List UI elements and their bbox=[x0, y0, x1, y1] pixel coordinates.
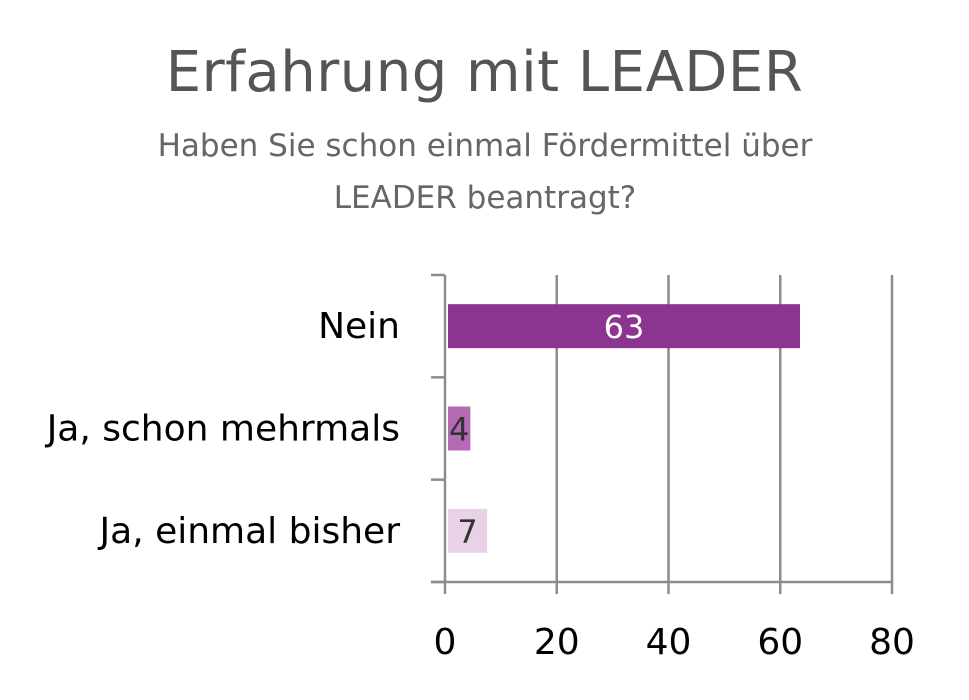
data-label: 7 bbox=[457, 513, 477, 551]
x-tick-label: 0 bbox=[434, 622, 457, 663]
data-label: 4 bbox=[449, 411, 469, 449]
data-label: 63 bbox=[604, 308, 645, 346]
bar bbox=[448, 304, 801, 349]
x-tick-label: 20 bbox=[534, 622, 580, 663]
chart-title: Erfahrung mit LEADER bbox=[165, 40, 804, 105]
category-label: Nein bbox=[318, 306, 400, 347]
bar bbox=[448, 508, 488, 553]
category-label: Ja, schon mehrmals bbox=[45, 409, 400, 450]
x-tick-label: 40 bbox=[646, 622, 692, 663]
x-tick-label: 60 bbox=[757, 622, 803, 663]
chart-subtitle: Haben Sie schon einmal Fördermittel über… bbox=[157, 128, 813, 216]
x-tick-label: 80 bbox=[869, 622, 915, 663]
category-label: Ja, einmal bisher bbox=[98, 511, 401, 552]
bar bbox=[448, 406, 471, 451]
